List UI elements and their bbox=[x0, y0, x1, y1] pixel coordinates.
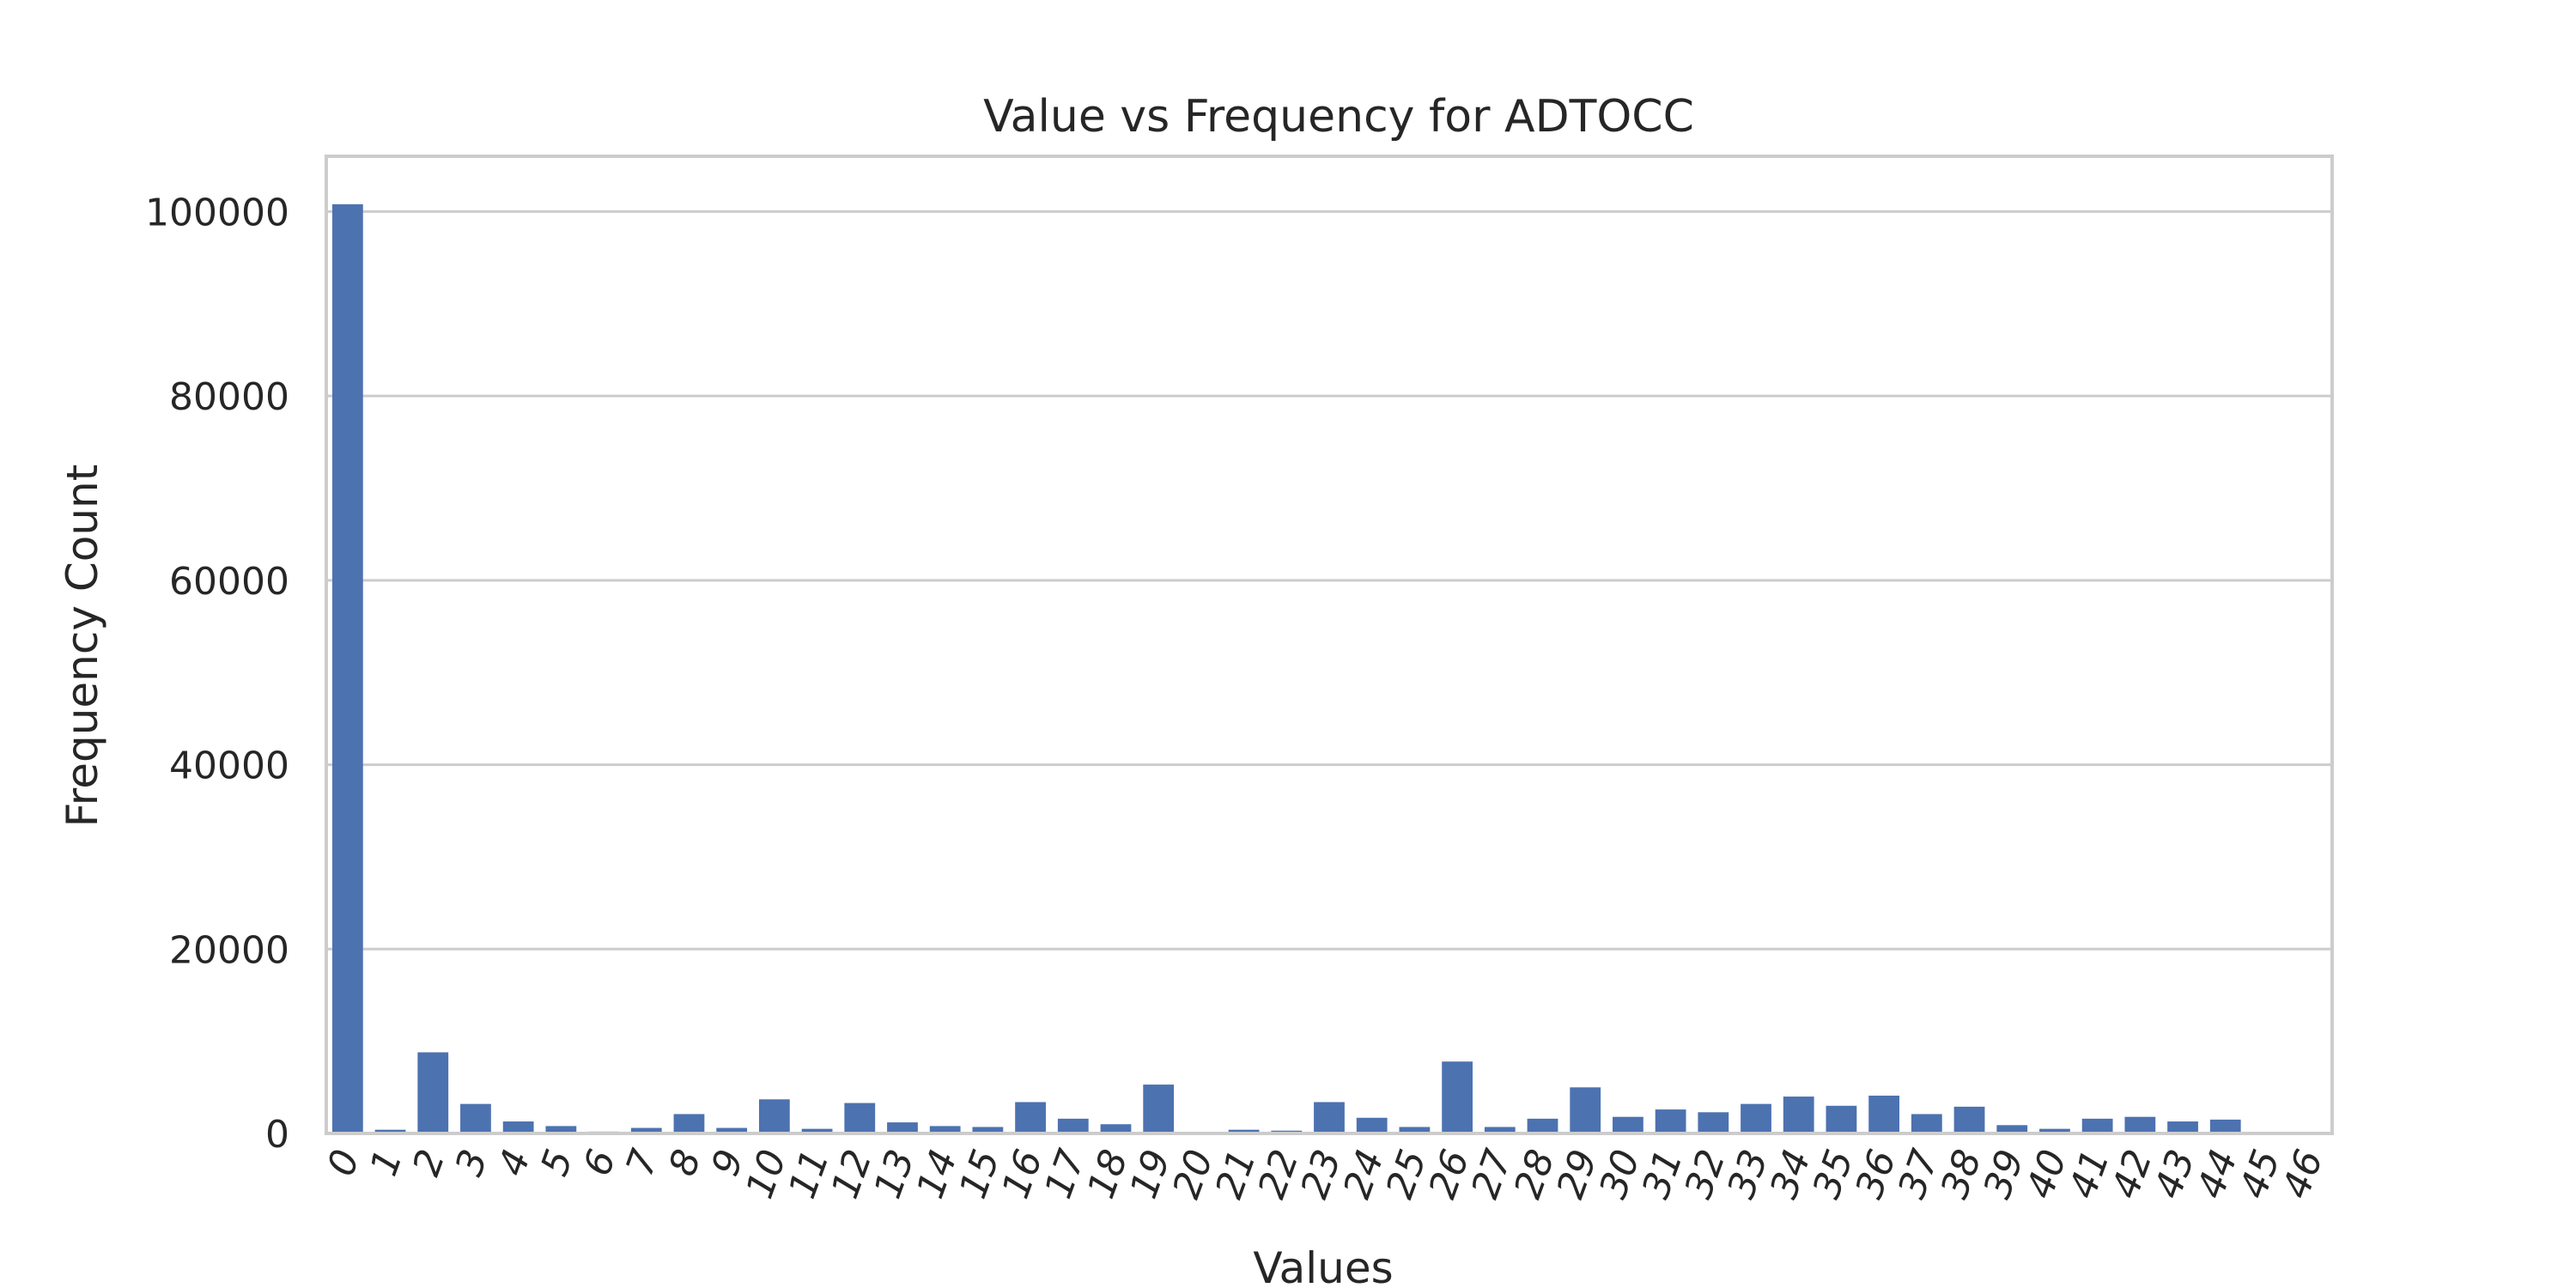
bar-28 bbox=[1527, 1118, 1558, 1133]
bar-43 bbox=[2167, 1121, 2198, 1133]
bar-25 bbox=[1399, 1127, 1431, 1133]
bar-3 bbox=[460, 1103, 491, 1133]
bar-38 bbox=[1953, 1106, 1985, 1133]
bar-40 bbox=[2039, 1128, 2070, 1133]
y-tick-labels: 0 20000 40000 60000 80000 100000 bbox=[145, 191, 289, 1157]
bar-36 bbox=[1868, 1095, 1900, 1133]
bar-29 bbox=[1570, 1087, 1601, 1133]
bar-44 bbox=[2209, 1119, 2241, 1133]
y-tick-label: 100000 bbox=[145, 191, 289, 234]
bar-2 bbox=[417, 1052, 449, 1133]
bar-32 bbox=[1698, 1112, 1729, 1133]
bar-35 bbox=[1826, 1105, 1857, 1133]
x-tick-label: 7 bbox=[618, 1144, 668, 1182]
y-tick-label: 0 bbox=[265, 1113, 289, 1157]
bar-7 bbox=[630, 1127, 662, 1133]
bar-23 bbox=[1314, 1102, 1345, 1133]
bar-14 bbox=[929, 1126, 961, 1133]
x-tick-label: 8 bbox=[660, 1144, 710, 1182]
x-tick-label: 4 bbox=[489, 1144, 539, 1182]
bar-42 bbox=[2124, 1116, 2156, 1133]
plot-frame bbox=[325, 155, 2334, 1135]
y-tick-label: 40000 bbox=[169, 744, 289, 788]
chart-title: Value vs Frequency for ADTOCC bbox=[983, 91, 1694, 143]
bar-18 bbox=[1100, 1124, 1132, 1133]
y-axis-label: Frequency Count bbox=[58, 465, 107, 828]
bar-13 bbox=[887, 1122, 918, 1133]
bar-4 bbox=[502, 1121, 534, 1133]
x-tick-label: 46 bbox=[2274, 1144, 2331, 1204]
bar-1 bbox=[374, 1129, 406, 1133]
x-tick-label: 6 bbox=[575, 1144, 625, 1182]
x-tick-label: 5 bbox=[532, 1144, 582, 1182]
bar-10 bbox=[758, 1099, 790, 1133]
bar-9 bbox=[716, 1127, 748, 1133]
bar-19 bbox=[1143, 1084, 1175, 1133]
bar-39 bbox=[1996, 1125, 2028, 1133]
bar-0 bbox=[331, 204, 363, 1133]
bar-30 bbox=[1613, 1116, 1643, 1133]
x-tick-label: 0 bbox=[319, 1144, 369, 1182]
bar-24 bbox=[1356, 1117, 1388, 1133]
y-tick-label: 20000 bbox=[169, 928, 289, 972]
x-tick-label: 1 bbox=[361, 1144, 411, 1182]
x-tick-label: 2 bbox=[404, 1144, 454, 1182]
bar-8 bbox=[673, 1114, 705, 1133]
bar-5 bbox=[545, 1126, 577, 1133]
bar-31 bbox=[1655, 1109, 1686, 1133]
bar-34 bbox=[1783, 1097, 1814, 1133]
bar-41 bbox=[2081, 1118, 2113, 1133]
bar-37 bbox=[1911, 1114, 1942, 1133]
y-tick-label: 60000 bbox=[169, 560, 289, 604]
x-axis-label: Values bbox=[1253, 1243, 1393, 1288]
bar-11 bbox=[801, 1128, 833, 1133]
bar-33 bbox=[1741, 1103, 1771, 1133]
bar-17 bbox=[1057, 1118, 1089, 1133]
bar-15 bbox=[972, 1127, 1004, 1133]
bar-21 bbox=[1228, 1129, 1260, 1133]
x-tick-labels: 0123456789101112131415161718192021222324… bbox=[319, 1144, 2332, 1204]
x-tick-label: 3 bbox=[447, 1144, 497, 1182]
bar-12 bbox=[844, 1103, 876, 1133]
bar-26 bbox=[1442, 1061, 1473, 1133]
gridlines bbox=[326, 210, 2332, 1135]
bar-27 bbox=[1484, 1127, 1516, 1133]
y-tick-label: 80000 bbox=[169, 375, 289, 419]
bars bbox=[331, 204, 2327, 1133]
bar-16 bbox=[1015, 1102, 1046, 1133]
